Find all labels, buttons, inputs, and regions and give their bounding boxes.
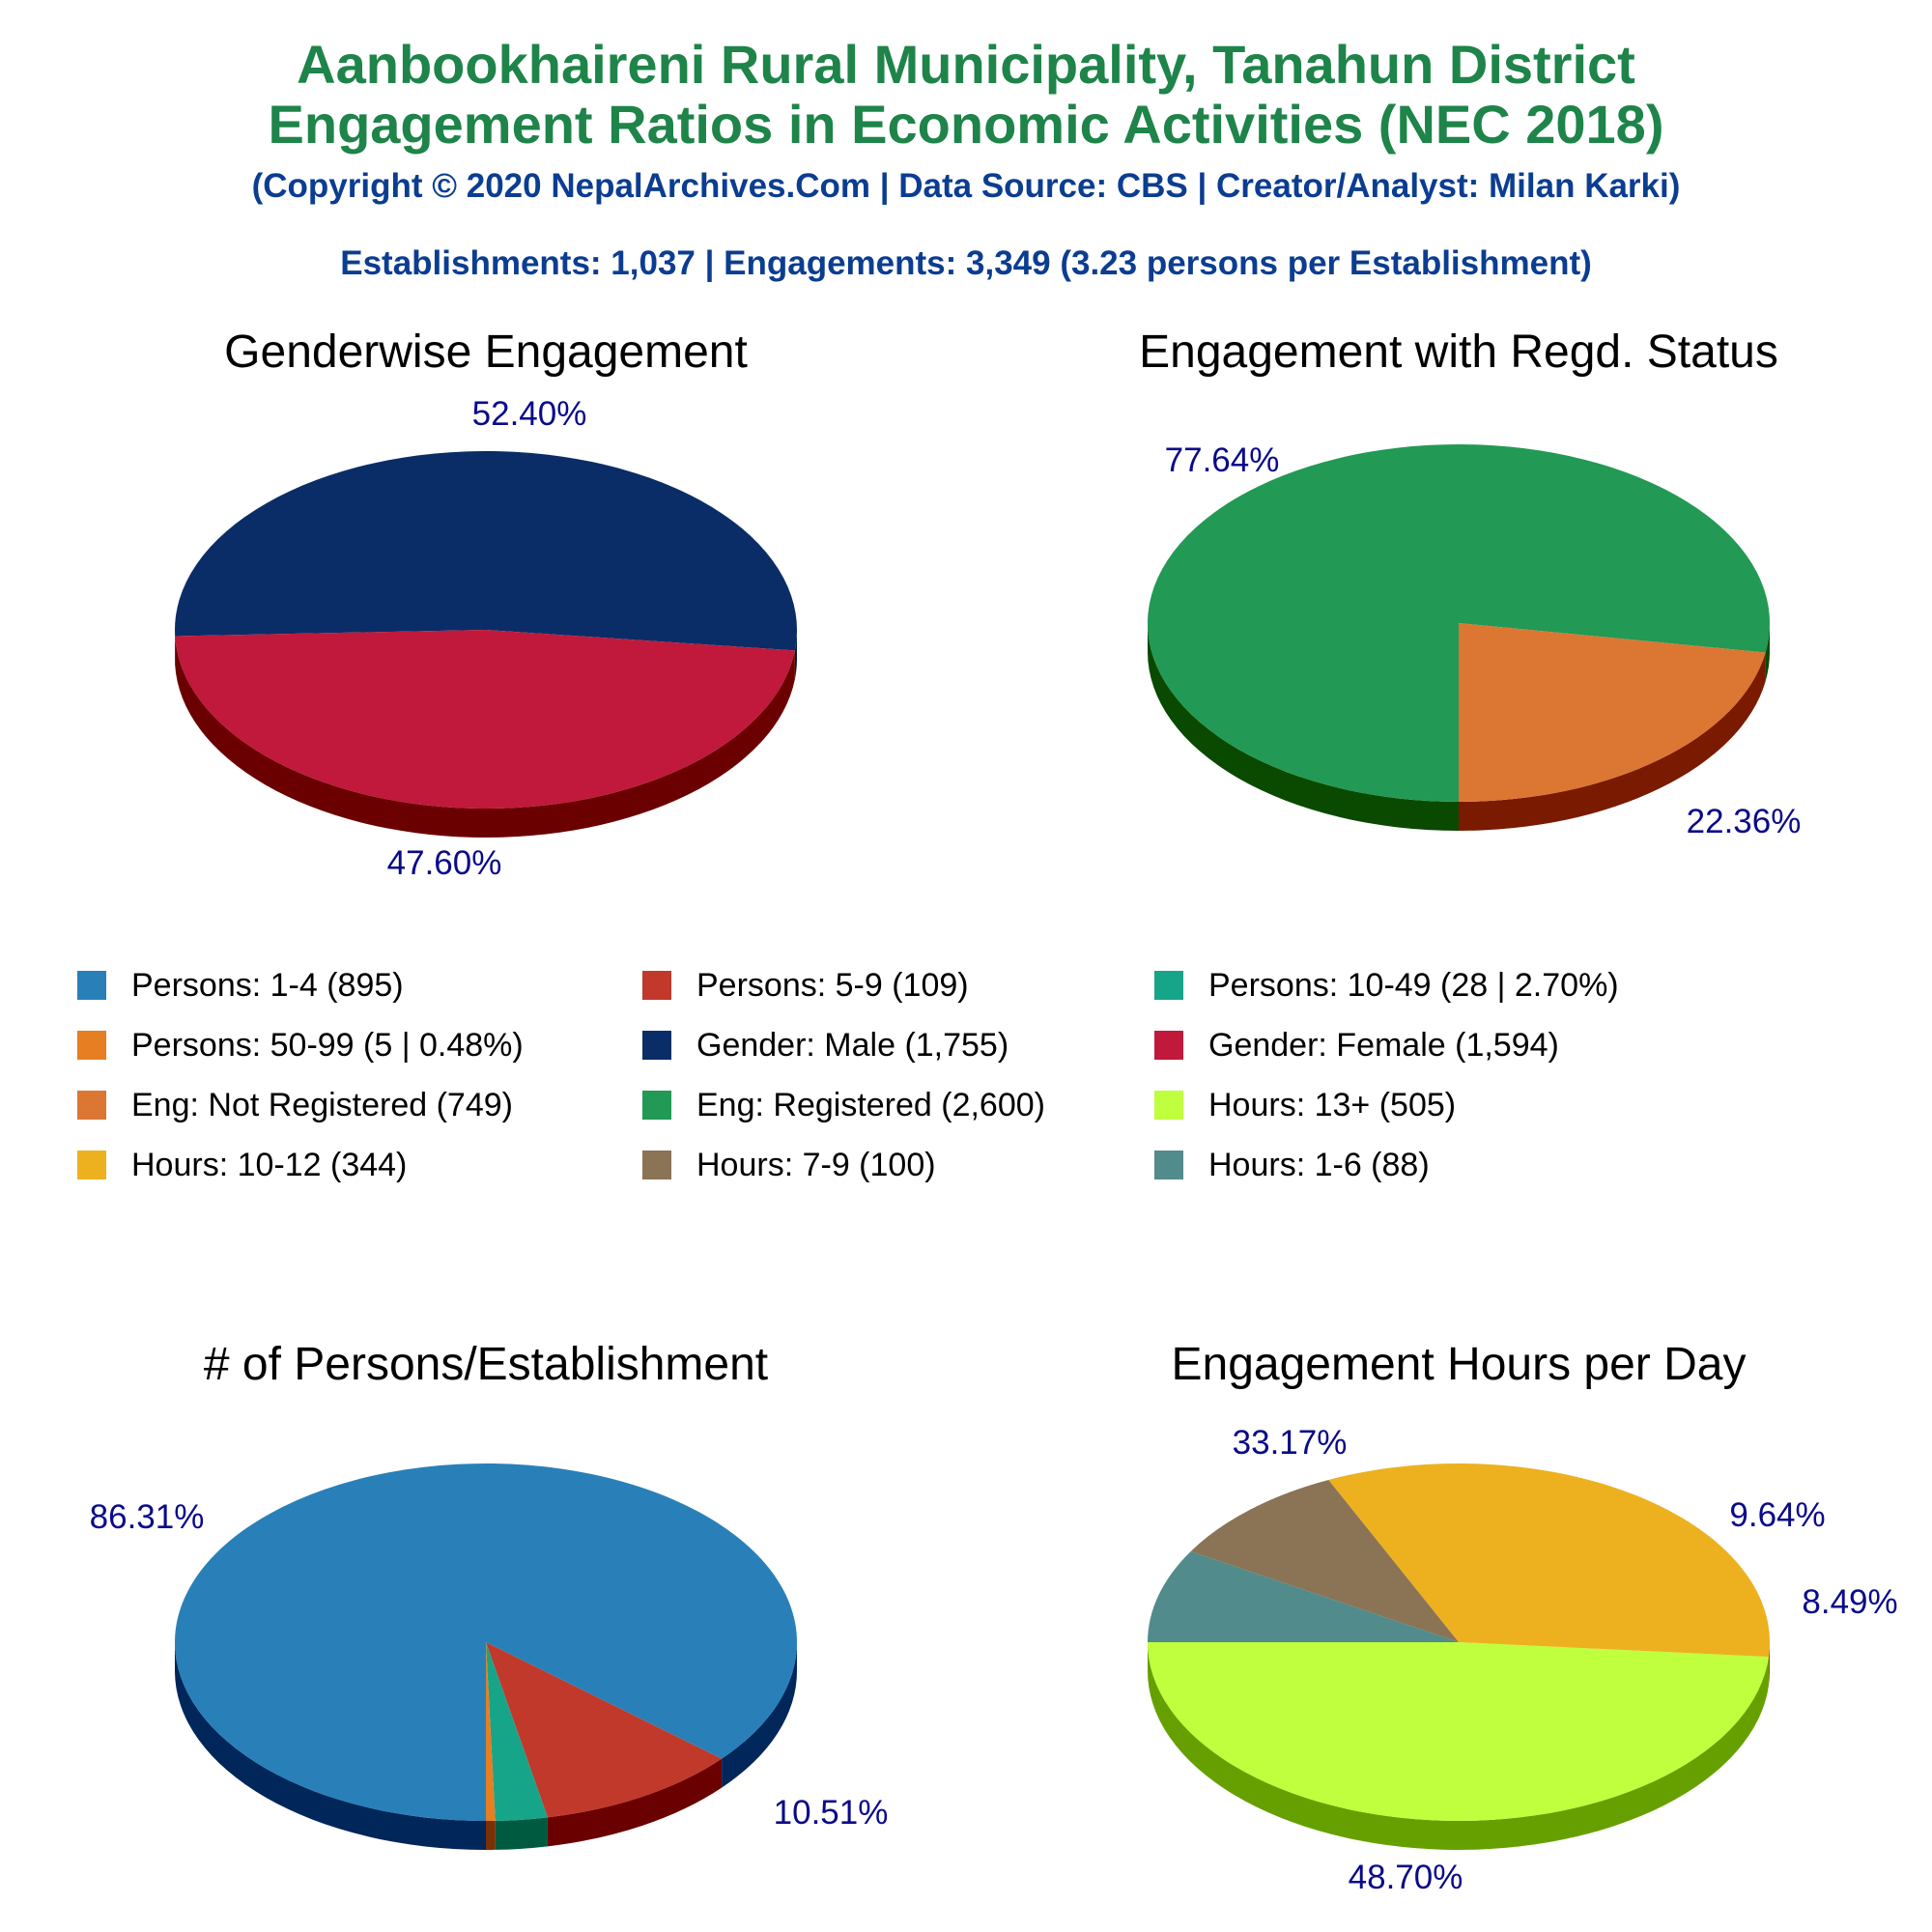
slice-label: 77.64% [1165,441,1280,479]
pie-side-hours-13 [1148,1642,1769,1851]
pie-slice-eng-not-registered [1459,623,1766,802]
pie-title: Engagement Hours per Day [1172,1339,1747,1390]
main-title-line2: Engagement Ratios in Economic Activities… [268,94,1664,155]
copyright-line: (Copyright © 2020 NepalArchives.Com | Da… [251,167,1681,205]
pie-side-persons-1-4 [175,1642,486,1850]
summary-line: Establishments: 1,037 | Engagements: 3,3… [340,244,1592,282]
pie-side-eng-registered [1148,623,1459,831]
pie-title: Engagement with Regd. Status [1139,327,1778,378]
pie-title: Genderwise Engagement [224,327,748,378]
pie-slice-hours-13 [1148,1642,1769,1822]
pie-slice-hours-1-6 [1148,1550,1459,1642]
pie-side-persons-50-99 [486,1820,496,1850]
pie-slice-persons-10-49 [486,1642,548,1821]
pie-chart-engagement-with-regd-status: Engagement with Regd. Status 77.64% 22.36% [1139,327,1801,840]
pie-slice-gender-female [175,630,795,809]
main-title-line1: Aanbookhaireni Rural Municipality, Tanah… [297,34,1635,95]
pie-side-persons-5-9 [547,1758,723,1847]
pie-side-eng-not-registered [1459,652,1766,831]
pie-side-persons-1-4 [722,1642,797,1788]
pie-side-persons-10-49 [495,1817,548,1850]
pie-title: # of Persons/Establishment [204,1339,768,1390]
pie-slice-gender-male [175,451,798,651]
pie-side-hours-10-12 [1768,1642,1770,1687]
pie-slice-hours-10-12 [1328,1463,1770,1658]
pie-side-eng-registered [1765,623,1770,682]
pie-chart-genderwise-engagement: Genderwise Engagement 52.40% 47.60% [175,327,798,882]
pie-slice-eng-registered [1148,443,1770,802]
pie-chart-engagement-hours-per-day: Engagement Hours per Day 48.70% 33.17% 9.64… [1148,1339,1898,1896]
slice-label: 52.40% [472,395,587,433]
slice-label: 47.60% [387,844,502,882]
slice-label: 10.51% [774,1794,889,1832]
pie-slice-hours-7-9 [1190,1479,1459,1642]
pie-side-gender-female [175,636,795,838]
pie-side-gender-male [794,630,797,680]
slice-label: 22.36% [1687,803,1802,840]
slice-label: 8.49% [1802,1583,1897,1621]
slice-label: 86.31% [90,1498,205,1536]
pie-slice-persons-1-4 [174,1463,797,1821]
pie-slice-persons-50-99 [486,1642,496,1822]
slice-label: 48.70% [1349,1859,1463,1896]
slice-label: 9.64% [1729,1496,1825,1534]
pie-chart-of-persons-establishment: # of Persons/Establishment 86.31% 10.51% [90,1339,889,1850]
slice-label: 33.17% [1233,1424,1348,1462]
pie-slice-persons-5-9 [486,1642,723,1818]
